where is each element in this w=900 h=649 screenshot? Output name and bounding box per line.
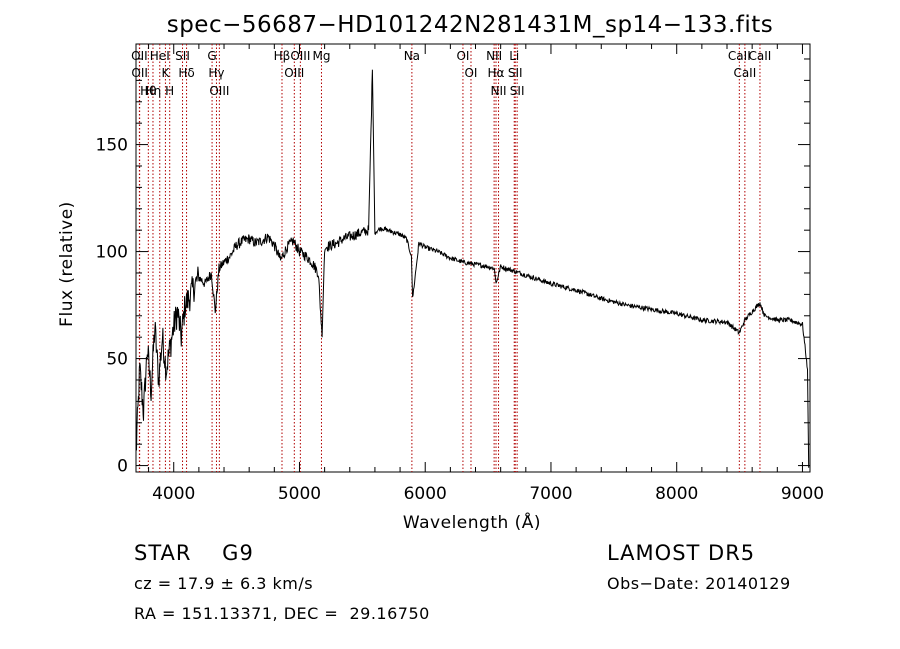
line-label: OIII xyxy=(284,66,304,80)
x-tick-label: 4000 xyxy=(152,484,195,504)
object-class: STAR G9 xyxy=(134,541,254,565)
spectral-line-markers xyxy=(138,44,761,472)
line-label: CaII xyxy=(728,49,751,63)
line-label: Hβ xyxy=(274,49,291,63)
line-label: HeI xyxy=(150,49,170,63)
line-label: OII xyxy=(131,49,148,63)
chart-title: spec−56687−HD101242N281431M_sp14−133.fit… xyxy=(167,12,774,38)
spectrum-line xyxy=(135,69,810,468)
redshift-velocity: cz = 17.9 ± 6.3 km/s xyxy=(134,574,314,593)
line-label: OI xyxy=(464,66,477,80)
x-tick-label: 8000 xyxy=(655,484,698,504)
line-label: NII xyxy=(490,84,506,98)
y-tick-label: 150 xyxy=(96,136,128,156)
x-axis-label: Wavelength (Å) xyxy=(403,511,541,533)
line-label: Hα xyxy=(488,66,505,80)
y-tick-label: 100 xyxy=(96,243,128,263)
line-label: OIII xyxy=(290,49,310,63)
survey-name: LAMOST DR5 xyxy=(607,541,756,565)
line-label: K xyxy=(161,66,170,80)
y-axis-label: Flux (relative) xyxy=(57,201,77,327)
line-label: Hη xyxy=(145,84,162,98)
line-label: G xyxy=(207,49,216,63)
line-label: OII xyxy=(131,66,148,80)
y-tick-label: 50 xyxy=(106,350,128,370)
line-label: H xyxy=(165,84,174,98)
x-axis: 4000 5000 6000 7000 8000 9000 xyxy=(148,44,824,504)
line-label: CaII xyxy=(749,49,772,63)
line-label: SII xyxy=(175,49,190,63)
line-label: Mg xyxy=(312,49,330,63)
line-label: Hγ xyxy=(208,66,224,80)
x-tick-label: 9000 xyxy=(781,484,824,504)
plot-frame xyxy=(135,43,811,473)
x-tick-label: 6000 xyxy=(404,484,447,504)
y-tick-label: 0 xyxy=(117,457,128,477)
line-label: OIII xyxy=(209,84,229,98)
line-label: CaII xyxy=(733,66,756,80)
coordinates: RA = 151.13371, DEC = 29.16750 xyxy=(134,604,430,623)
line-label: OI xyxy=(456,49,469,63)
line-label: SII xyxy=(508,66,523,80)
observation-date: Obs−Date: 20140129 xyxy=(607,574,791,593)
x-tick-label: 7000 xyxy=(529,484,572,504)
line-label: Li xyxy=(509,49,519,63)
line-label: Na xyxy=(404,49,420,63)
line-label: Hδ xyxy=(178,66,194,80)
y-axis: 0 50 100 150 xyxy=(96,58,810,477)
line-label: SII xyxy=(510,84,525,98)
line-label: Hθ xyxy=(140,84,156,98)
line-label: NII xyxy=(486,49,502,63)
x-tick-label: 5000 xyxy=(278,484,321,504)
